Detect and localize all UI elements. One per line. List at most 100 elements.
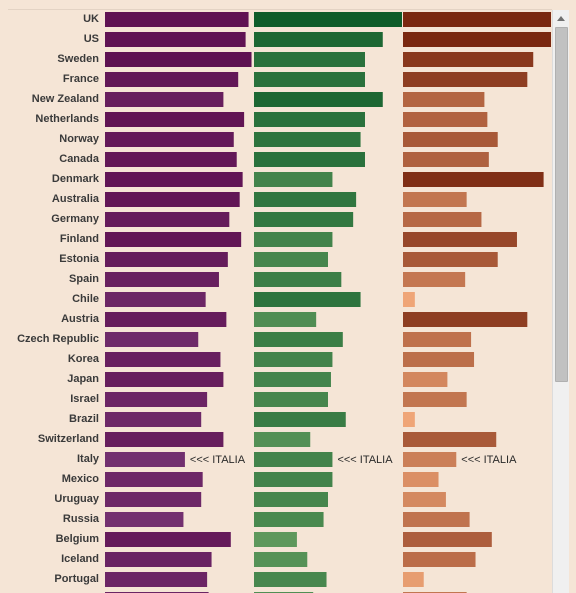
- bar: [105, 92, 224, 107]
- bar: [105, 472, 203, 487]
- bar: [403, 72, 528, 87]
- bar: [403, 492, 446, 507]
- bar: [105, 152, 237, 167]
- bar: [254, 12, 402, 27]
- bar: [105, 412, 202, 427]
- bar: [403, 572, 424, 587]
- chart: UK US Sweden France New Zealand Netherlands No…: [17, 12, 551, 593]
- bar: [403, 312, 528, 327]
- bar: [403, 292, 415, 307]
- scroll-thumb[interactable]: [555, 27, 568, 382]
- bar: [403, 132, 498, 147]
- bar: [105, 512, 184, 527]
- bar: [254, 292, 361, 307]
- annotation-label: <<< ITALIA: [337, 454, 393, 466]
- bar: [403, 452, 457, 467]
- bar: [105, 292, 206, 307]
- bar: [254, 512, 324, 527]
- bar: [254, 412, 346, 427]
- bar: [403, 152, 489, 167]
- bar: [105, 212, 230, 227]
- bar: [105, 72, 239, 87]
- bar: [105, 332, 199, 347]
- bar: [105, 572, 208, 587]
- bar: [105, 252, 228, 267]
- bar: [254, 432, 311, 447]
- category-label: Norway: [59, 133, 100, 145]
- bar: [105, 392, 208, 407]
- annotation-label: <<< ITALIA: [461, 454, 517, 466]
- bar: [105, 352, 221, 367]
- bar: [403, 112, 488, 127]
- category-label: Germany: [51, 213, 100, 225]
- bar: [254, 312, 317, 327]
- category-label: Czech Republic: [17, 333, 99, 345]
- category-label: Mexico: [62, 473, 100, 485]
- bar: [254, 92, 383, 107]
- bar: [105, 52, 252, 67]
- category-label: Switzerland: [38, 433, 99, 445]
- bar: [254, 332, 343, 347]
- bar: [254, 552, 308, 567]
- bar: [105, 132, 234, 147]
- bar: [403, 472, 439, 487]
- bar: [403, 272, 466, 287]
- category-label: Chile: [72, 293, 99, 305]
- bar: [254, 352, 333, 367]
- annotation-label: <<< ITALIA: [190, 454, 246, 466]
- bar: [403, 512, 470, 527]
- bar: [254, 212, 354, 227]
- bar: [254, 172, 333, 187]
- bar: [403, 212, 482, 227]
- category-label: Iceland: [61, 553, 99, 565]
- bar: [105, 272, 219, 287]
- bar: [254, 192, 357, 207]
- bar: [254, 72, 365, 87]
- bar: [403, 172, 544, 187]
- category-label: Finland: [60, 233, 99, 245]
- bar: [105, 192, 240, 207]
- category-label: Estonia: [59, 253, 100, 265]
- category-label: Australia: [52, 193, 100, 205]
- category-label: France: [63, 73, 99, 85]
- bar: [254, 112, 365, 127]
- bar: [254, 272, 342, 287]
- bar: [105, 232, 242, 247]
- bar: [254, 52, 365, 67]
- bar: [105, 372, 224, 387]
- category-label: Italy: [77, 453, 100, 465]
- bar: [254, 232, 333, 247]
- bar: [403, 432, 497, 447]
- scroll-up-button[interactable]: [553, 10, 569, 26]
- category-label: Netherlands: [35, 113, 99, 125]
- bar: [403, 32, 551, 47]
- bar: [254, 392, 328, 407]
- bar: [254, 132, 361, 147]
- category-label: New Zealand: [32, 93, 99, 105]
- bar: [403, 332, 472, 347]
- category-label: Japan: [67, 373, 99, 385]
- bar: [403, 392, 467, 407]
- chevron-up-icon: [557, 15, 565, 21]
- bar: [403, 192, 467, 207]
- bar: [254, 452, 333, 467]
- category-label: Belgium: [56, 533, 100, 545]
- bar: [105, 532, 231, 547]
- bar: [105, 492, 202, 507]
- bar: [254, 372, 331, 387]
- bar: [403, 92, 485, 107]
- bar: [254, 532, 297, 547]
- bar: [403, 372, 448, 387]
- category-label: Canada: [59, 153, 100, 165]
- bar: [105, 452, 185, 467]
- category-label: Brazil: [69, 413, 99, 425]
- category-label: Korea: [68, 353, 100, 365]
- bar: [254, 472, 333, 487]
- bar: [403, 252, 498, 267]
- vertical-scrollbar[interactable]: [552, 10, 569, 593]
- category-label: Israel: [70, 393, 99, 405]
- bar: [403, 532, 492, 547]
- bar: [403, 232, 517, 247]
- bar: [105, 312, 227, 327]
- bar: [403, 52, 534, 67]
